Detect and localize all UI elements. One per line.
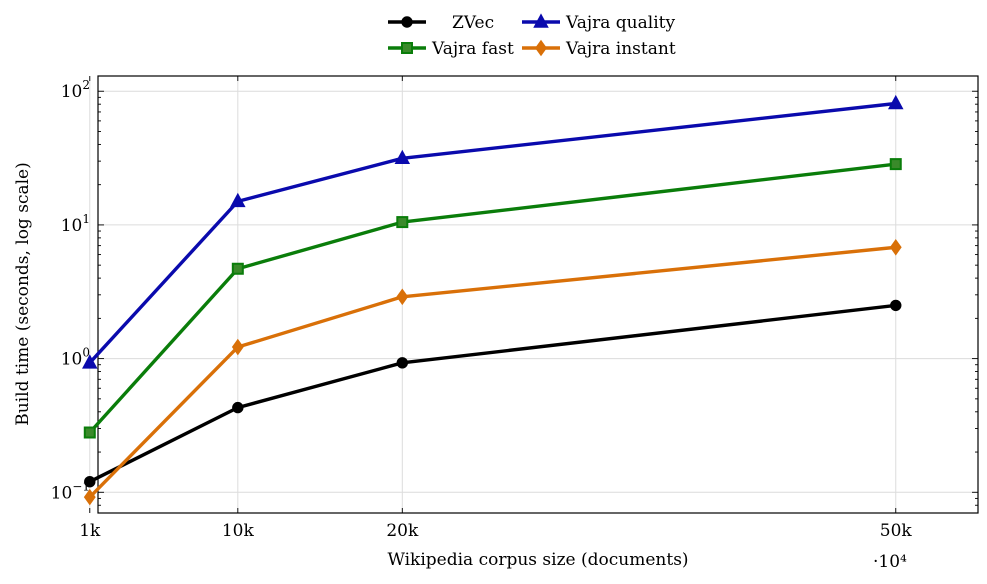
vajra-fast-point	[889, 158, 902, 171]
series-vajra-quality	[82, 94, 904, 369]
vajra-instant-point	[83, 488, 96, 506]
legend-entry-vajra-instant: Vajra instant	[522, 39, 676, 59]
x-tick-label: 10k	[222, 521, 255, 541]
legend-entry-vajra-quality: Vajra quality	[522, 13, 675, 33]
y-tick-label: 10−1	[51, 479, 90, 503]
legend-marker	[401, 42, 413, 54]
legend-entry-zvec: ZVec	[388, 13, 494, 33]
vajra-instant-line	[88, 245, 896, 499]
vajra-instant-point	[231, 338, 244, 356]
legend-label: Vajra quality	[565, 13, 675, 33]
y-axis-title: Build time (seconds, log scale)	[13, 162, 33, 425]
zvec-point	[396, 357, 408, 369]
x-tick-label: 1k	[79, 521, 101, 541]
zvec-point	[890, 299, 902, 312]
legend-entry-vajra-fast: Vajra fast	[388, 39, 514, 59]
series-zvec	[84, 299, 902, 488]
legend-marker	[401, 16, 413, 28]
vajra-quality-point	[82, 354, 98, 369]
zvec-point	[232, 401, 244, 414]
legend-marker	[535, 39, 547, 57]
y-tick-labels: 10−1 100 101 102	[51, 78, 90, 503]
vajra-instant-point	[396, 288, 409, 306]
vajra-quality-point	[230, 192, 246, 208]
series	[82, 94, 904, 506]
x-tick-labels: 1k 10k 20k 50k	[79, 521, 912, 541]
legend-marker	[533, 13, 549, 28]
vajra-fast-line	[88, 162, 896, 434]
legend-label: Vajra instant	[565, 39, 676, 59]
vajra-fast-point	[396, 216, 409, 229]
vajra-instant-point	[889, 239, 902, 256]
vajra-quality-line	[88, 101, 896, 364]
legend: ZVec Vajra quality Vajra fast Vajra instant	[388, 13, 676, 59]
grid	[89, 76, 978, 513]
x-tick-label: 50k	[880, 521, 913, 541]
axis-ticks	[89, 76, 978, 514]
legend-label: ZVec	[452, 13, 494, 33]
series-vajra-instant	[83, 239, 902, 506]
x-scale-multiplier: ·10⁴	[873, 552, 907, 572]
series-vajra-fast	[83, 158, 902, 439]
vajra-quality-point	[887, 94, 904, 110]
x-axis-title: Wikipedia corpus size (documents)	[387, 550, 688, 570]
vajra-quality-point	[394, 149, 411, 165]
y-tick-label: 102	[61, 78, 90, 102]
y-tick-label: 100	[61, 346, 90, 370]
vajra-fast-point	[83, 426, 96, 439]
x-tick-label: 20k	[386, 521, 419, 541]
legend-label: Vajra fast	[431, 39, 514, 59]
y-tick-label: 101	[61, 212, 90, 236]
vajra-fast-point	[231, 262, 244, 275]
zvec-line	[89, 303, 896, 484]
zvec-point	[84, 476, 96, 488]
